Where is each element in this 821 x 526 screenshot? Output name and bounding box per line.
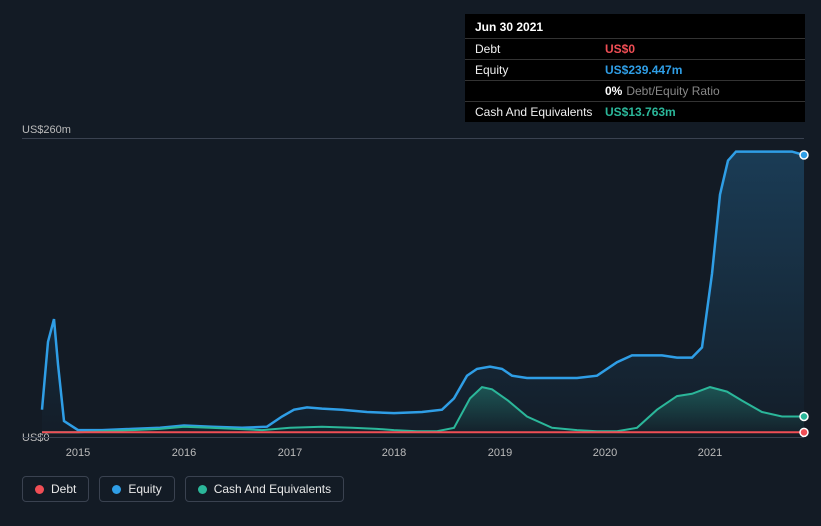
circle-icon <box>35 485 44 494</box>
x-tick-label: 2020 <box>593 447 617 459</box>
legend-item-debt[interactable]: Debt <box>22 476 89 502</box>
tooltip-row: EquityUS$239.447m <box>465 60 805 81</box>
financials-chart[interactable]: US$260m US$0 201520162017201820192020202… <box>22 122 804 502</box>
tooltip-row: Cash And EquivalentsUS$13.763m <box>465 102 805 122</box>
tooltip-row: .0% Debt/Equity Ratio <box>465 81 805 102</box>
tooltip-key: Cash And Equivalents <box>475 105 605 119</box>
tooltip-key: . <box>475 84 605 98</box>
x-tick-label: 2016 <box>172 447 196 459</box>
legend: Debt Equity Cash And Equivalents <box>22 476 344 502</box>
tooltip-row: DebtUS$0 <box>465 39 805 60</box>
x-tick-label: 2015 <box>66 447 90 459</box>
legend-item-cash[interactable]: Cash And Equivalents <box>185 476 344 502</box>
legend-label: Equity <box>128 482 161 496</box>
x-tick-label: 2021 <box>698 447 722 459</box>
legend-label: Cash And Equivalents <box>214 482 331 496</box>
x-tick-label: 2017 <box>278 447 302 459</box>
legend-label: Debt <box>51 482 76 496</box>
data-tooltip: Jun 30 2021 DebtUS$0EquityUS$239.447m.0%… <box>465 14 805 122</box>
x-tick-label: 2019 <box>488 447 512 459</box>
tooltip-value: US$13.763m <box>605 105 676 119</box>
plot-svg <box>22 138 804 438</box>
circle-icon <box>112 485 121 494</box>
legend-item-equity[interactable]: Equity <box>99 476 174 502</box>
y-max-label: US$260m <box>22 124 71 136</box>
tooltip-rows: DebtUS$0EquityUS$239.447m.0%Debt/Equity … <box>465 39 805 122</box>
x-tick-label: 2018 <box>382 447 406 459</box>
cash-end-marker <box>800 412 808 420</box>
tooltip-value: 0% <box>605 84 622 98</box>
tooltip-value: US$0 <box>605 42 635 56</box>
debt-end-marker <box>800 428 808 436</box>
tooltip-value: US$239.447m <box>605 63 682 77</box>
equity-area <box>42 152 804 433</box>
circle-icon <box>198 485 207 494</box>
tooltip-sub: Debt/Equity Ratio <box>626 84 719 98</box>
tooltip-date: Jun 30 2021 <box>465 14 805 39</box>
tooltip-key: Equity <box>475 63 605 77</box>
equity-end-marker <box>800 151 808 159</box>
tooltip-key: Debt <box>475 42 605 56</box>
